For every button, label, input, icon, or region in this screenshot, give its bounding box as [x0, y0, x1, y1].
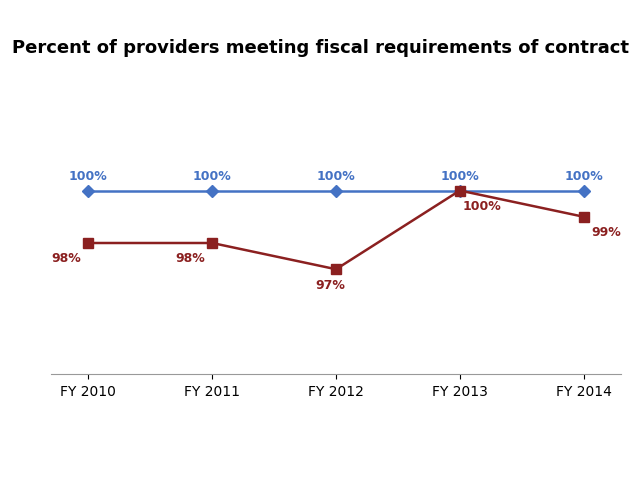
Text: 100%: 100%: [564, 170, 603, 183]
Text: 100%: 100%: [440, 170, 479, 183]
Actual: [580, 215, 588, 220]
Line: Actual: Actual: [83, 186, 589, 275]
Actual: [209, 240, 216, 246]
Text: 100%: 100%: [193, 170, 232, 183]
Line: Target: Target: [84, 187, 588, 195]
Actual: [456, 188, 463, 194]
Target: [209, 188, 216, 194]
Text: 97%: 97%: [316, 278, 346, 291]
Text: 98%: 98%: [175, 252, 205, 265]
Text: 100%: 100%: [69, 170, 108, 183]
Target: [332, 188, 340, 194]
Text: 99%: 99%: [591, 226, 621, 239]
Text: 100%: 100%: [463, 200, 501, 213]
Target: [84, 188, 92, 194]
Text: 100%: 100%: [317, 170, 355, 183]
Text: Percent of providers meeting fiscal requirements of contract: Percent of providers meeting fiscal requ…: [12, 39, 628, 57]
Actual: [332, 267, 340, 273]
Target: [456, 188, 463, 194]
Actual: [84, 240, 92, 246]
Target: [580, 188, 588, 194]
Text: 98%: 98%: [51, 252, 81, 265]
